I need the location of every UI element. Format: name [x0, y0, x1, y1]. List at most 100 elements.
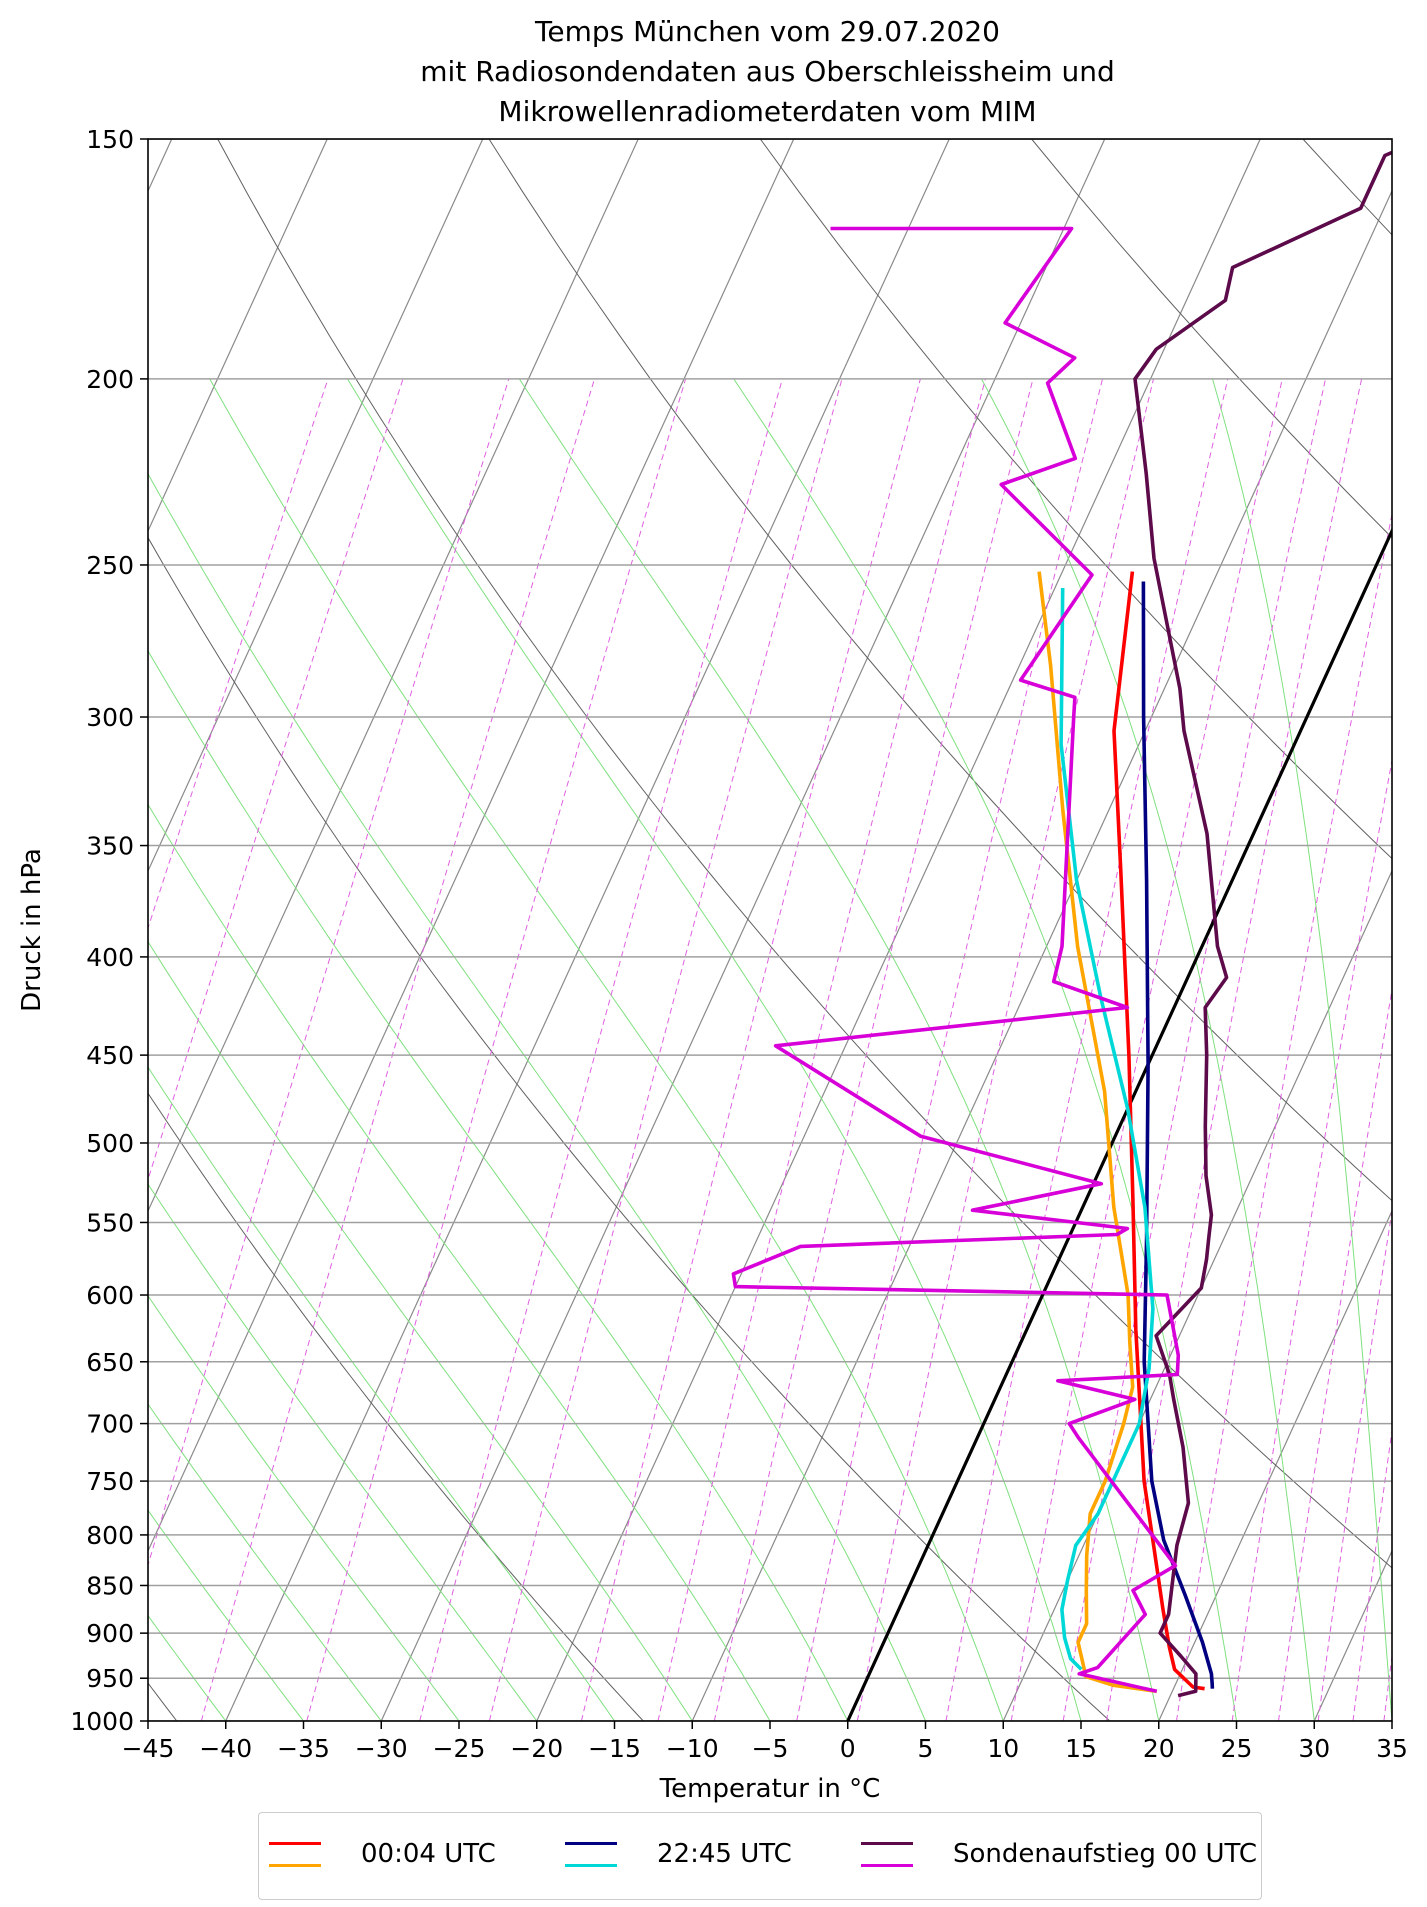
mixing-ratio-line	[1106, 378, 1363, 1721]
x-axis-ticks: −45 −40 −35 −30 −25 −20 −15 −10 −5 0 5 10 15 20 25 30 35	[122, 1721, 1408, 1763]
x-tick-label: −45	[122, 1734, 175, 1763]
y-tick-label: 900	[86, 1619, 134, 1648]
mixing-ratio-line	[1278, 987, 1392, 1721]
y-tick-label: 200	[86, 365, 134, 394]
y-tick-label: 550	[86, 1208, 134, 1237]
mixing-ratio-line	[148, 378, 510, 1567]
series-line-4	[1133, 150, 1392, 1698]
legend-swatch-cyan	[565, 1864, 617, 1867]
isotherm	[380, 139, 1106, 1721]
x-tick-label: −10	[666, 1734, 719, 1763]
x-tick-label: 5	[918, 1734, 934, 1763]
x-tick-label: −35	[277, 1734, 330, 1763]
moist-adiabat	[148, 1509, 304, 1721]
isotherm	[536, 139, 1261, 1721]
legend-label-2245: 22:45 UTC	[657, 1839, 792, 1869]
legend-swatch-magenta	[861, 1864, 913, 1867]
mixing-ratio-line	[148, 378, 329, 930]
x-tick-label: −20	[510, 1734, 563, 1763]
chart-title-line-1: Temps München vom 29.07.2020	[535, 15, 1000, 48]
y-axis-label: Druck in hPa	[17, 848, 47, 1012]
y-tick-label: 750	[86, 1467, 134, 1496]
y-tick-label: 700	[86, 1410, 134, 1439]
dry-adiabat	[148, 536, 1111, 1721]
legend-swatch-darkpurple	[861, 1842, 913, 1845]
y-tick-label: 500	[86, 1129, 134, 1158]
x-tick-label: −30	[355, 1734, 408, 1763]
legend-label-sonde: Sondenaufstieg 00 UTC	[953, 1839, 1258, 1869]
mixing-ratio-line	[200, 378, 595, 1721]
moist-adiabat	[1212, 378, 1392, 1721]
isotherm	[1158, 1209, 1392, 1721]
moist-adiabat	[209, 378, 1004, 1721]
x-tick-label: −40	[199, 1734, 252, 1763]
zero-degree-line	[846, 527, 1392, 1721]
dry-adiabat	[217, 139, 1392, 1569]
series-line-0	[1112, 571, 1205, 1691]
series-line-2	[1141, 581, 1215, 1689]
dry-adiabat	[488, 139, 1392, 1202]
series-line-1	[1037, 571, 1158, 1694]
moist-adiabat	[1394, 379, 1427, 1721]
isotherm	[148, 139, 484, 873]
y-tick-label: 650	[86, 1348, 134, 1377]
y-tick-label: 250	[86, 551, 134, 580]
legend-label-0004: 00:04 UTC	[361, 1839, 496, 1869]
x-tick-label: 25	[1221, 1734, 1253, 1763]
moist-adiabat	[148, 1403, 382, 1721]
mixing-ratio-line	[419, 378, 783, 1721]
y-tick-label: 600	[86, 1281, 134, 1310]
mixing-ratio-line	[148, 378, 404, 1182]
moist-adiabat	[347, 378, 1082, 1721]
moist-adiabat	[148, 1183, 538, 1721]
mixing-ratio-line	[1231, 757, 1392, 1721]
dry-adiabat	[148, 1092, 644, 1721]
pressure-grid	[148, 139, 1392, 1721]
y-tick-label: 1000	[70, 1707, 134, 1736]
mixing-ratio-line	[1176, 512, 1392, 1721]
legend-swatch-navy	[565, 1842, 617, 1845]
mixing-ratio-line	[713, 378, 1034, 1721]
series-line-3	[1059, 587, 1155, 1671]
x-tick-label: 10	[987, 1734, 1019, 1763]
x-tick-label: 0	[840, 1734, 856, 1763]
series-line-5	[731, 226, 1181, 1694]
mixing-ratio-line	[657, 378, 986, 1721]
mixing-ratio-line	[1412, 379, 1427, 1721]
chart-title-line-2: mit Radiosondendaten aus Oberschleisshei…	[420, 55, 1115, 88]
x-tick-label: −15	[588, 1734, 641, 1763]
isotherm	[148, 139, 795, 1553]
mixing-ratio-line	[1062, 378, 1326, 1721]
y-tick-label: 400	[86, 943, 134, 972]
background-lines	[0, 139, 1427, 1721]
isotherm	[225, 139, 950, 1721]
x-tick-label: −5	[752, 1734, 789, 1763]
dry-adiabat	[759, 139, 1392, 860]
x-axis-label: Temperatur in °C	[659, 1774, 881, 1804]
mixing-ratio-line	[1317, 1207, 1392, 1721]
skew-t-chart: −45 −40 −35 −30 −25 −20 −15 −10 −5 0 5 10 15 20 25 30 35…	[0, 125, 1427, 1804]
y-tick-label: 850	[86, 1571, 134, 1600]
y-tick-label: 150	[86, 125, 134, 154]
isotherm	[1313, 1549, 1392, 1721]
mixing-ratio-line	[488, 378, 843, 1721]
mixing-ratio-line	[796, 378, 1103, 1721]
y-tick-label: 450	[86, 1041, 134, 1070]
mixing-ratio-line	[580, 378, 921, 1721]
x-tick-label: 20	[1143, 1734, 1175, 1763]
isotherm	[148, 139, 639, 1213]
chart-legend: 00:04 UTC 22:45 UTC Sondenaufstieg 00 UT…	[258, 1812, 1262, 1900]
isotherm	[148, 139, 328, 533]
y-tick-label: 300	[86, 703, 134, 732]
legend-swatch-red	[269, 1842, 321, 1845]
y-tick-label: 950	[86, 1664, 134, 1693]
y-axis-ticks: 1000 950 900 850 800 750 700 650 600 550 500 450 400…	[70, 125, 148, 1736]
dry-adiabat	[1031, 139, 1392, 539]
moist-adiabat	[148, 1294, 460, 1721]
legend-swatch-orange	[269, 1864, 321, 1867]
data-series	[731, 150, 1392, 1721]
isotherm	[0, 139, 16, 1721]
isotherm	[691, 189, 1392, 1721]
x-tick-label: 30	[1298, 1734, 1330, 1763]
x-tick-label: 15	[1065, 1734, 1097, 1763]
